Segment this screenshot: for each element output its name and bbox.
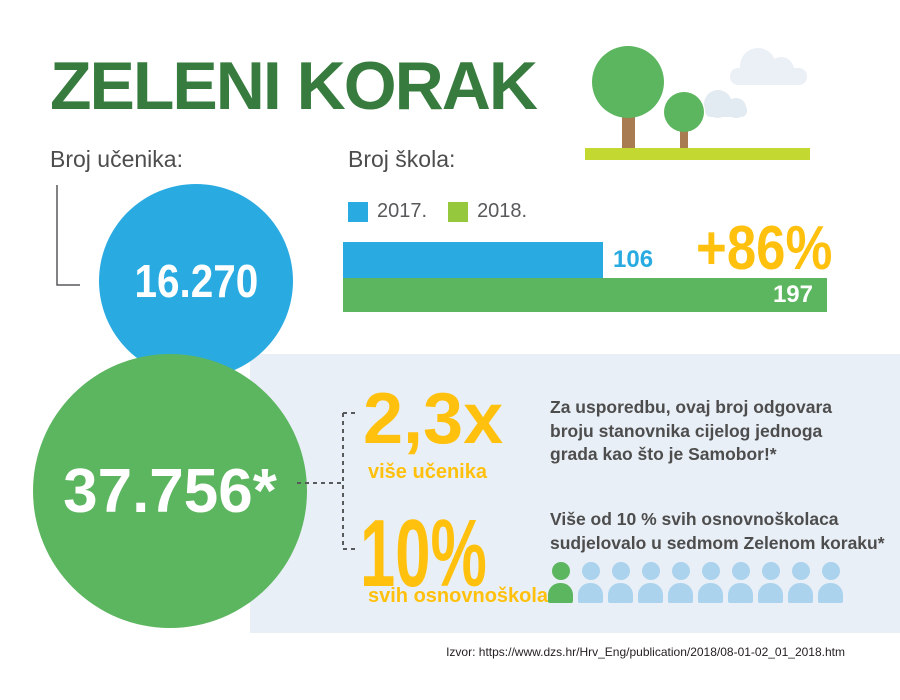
students-connector-line xyxy=(56,185,80,286)
students-count-value: 16.270 xyxy=(134,255,258,307)
person-icon xyxy=(608,562,633,603)
person-torso xyxy=(788,583,813,603)
bar-2017 xyxy=(343,242,603,278)
comparison-text-line1: Za usporedbu, ovaj broj odgovara xyxy=(550,397,832,417)
person-torso xyxy=(608,583,633,603)
tree-illustration xyxy=(585,46,810,160)
person-head xyxy=(581,562,600,580)
person-icon xyxy=(758,562,783,603)
person-icon xyxy=(818,562,843,603)
person-head xyxy=(821,562,840,580)
tree-crown-large xyxy=(592,46,664,118)
person-head xyxy=(791,562,810,580)
cloud-icon-large xyxy=(730,48,807,85)
bar-row-2018: 197 xyxy=(343,278,827,312)
person-head xyxy=(761,562,780,580)
person-icon xyxy=(788,562,813,603)
chart-legend: 2017. 2018. xyxy=(348,200,548,223)
person-icon xyxy=(728,562,753,603)
person-torso xyxy=(818,583,843,603)
participation-text-line1: Više od 10 % svih osnovnoškolaca xyxy=(550,509,839,529)
participation-text: Više od 10 % svih osnovnoškolaca sudjelo… xyxy=(550,508,885,555)
person-icon xyxy=(668,562,693,603)
multiplier-stat-label: više učenika xyxy=(368,461,487,483)
comparison-text: Za usporedbu, ovaj broj odgovara broju s… xyxy=(550,396,832,467)
cloud-icon-small xyxy=(704,90,747,118)
person-head xyxy=(701,562,720,580)
percent-stat-value: 10% xyxy=(360,500,487,607)
bar-2018: 197 xyxy=(343,278,827,312)
person-head xyxy=(641,562,660,580)
person-torso xyxy=(728,583,753,603)
people-pictogram-row xyxy=(548,562,843,603)
tree-crown-small xyxy=(664,92,704,132)
person-head xyxy=(611,562,630,580)
person-torso xyxy=(698,583,723,603)
tree-trunk-small xyxy=(680,125,688,152)
person-icon xyxy=(698,562,723,603)
students-total-value: 37.756* xyxy=(63,456,277,526)
person-torso xyxy=(548,583,573,603)
students-total-circle: 37.756* xyxy=(33,354,307,628)
multiplier-stat-value: 2,3x xyxy=(363,379,504,459)
tree-trunk-large xyxy=(622,112,635,152)
person-torso xyxy=(638,583,663,603)
legend-label-2017: 2017. xyxy=(377,200,428,222)
comparison-text-line3: grada kao što je Samobor!* xyxy=(550,444,777,464)
bar-2017-value-label: 106 xyxy=(613,246,654,273)
person-icon xyxy=(578,562,603,603)
percent-stat-label: svih osnovnoškolaca xyxy=(368,585,571,607)
person-head xyxy=(671,562,690,580)
person-head xyxy=(551,562,570,580)
comparison-text-line2: broju stanovnika cijelog jednoga xyxy=(550,420,823,441)
participation-text-line2: sudjelovalo u sedmom Zelenom koraku* xyxy=(550,532,885,553)
legend-label-2018: 2018. xyxy=(477,200,528,222)
person-torso xyxy=(758,583,783,603)
grass-strip xyxy=(585,148,810,160)
students-count-circle: 16.270 xyxy=(99,184,293,378)
schools-section-label: Broj škola: xyxy=(348,146,456,172)
person-torso xyxy=(668,583,693,603)
legend-swatch-2018 xyxy=(448,201,469,222)
legend-swatch-2017 xyxy=(348,201,368,222)
person-head xyxy=(731,562,750,580)
source-citation: Izvor: https://www.dzs.hr/Hrv_Eng/public… xyxy=(446,645,845,659)
legend-item-2017: 2017. xyxy=(348,200,427,223)
bar-row-2017: 106 xyxy=(343,242,653,278)
page-title: ZELENI KORAK xyxy=(50,48,538,124)
person-icon xyxy=(638,562,663,603)
legend-item-2018: 2018. xyxy=(448,200,527,223)
stats-dashed-connector xyxy=(297,412,358,550)
person-icon-highlighted xyxy=(548,562,573,603)
students-section-label: Broj učenika: xyxy=(50,146,183,172)
person-torso xyxy=(578,583,603,603)
percent-change-label: +86% xyxy=(695,214,832,283)
